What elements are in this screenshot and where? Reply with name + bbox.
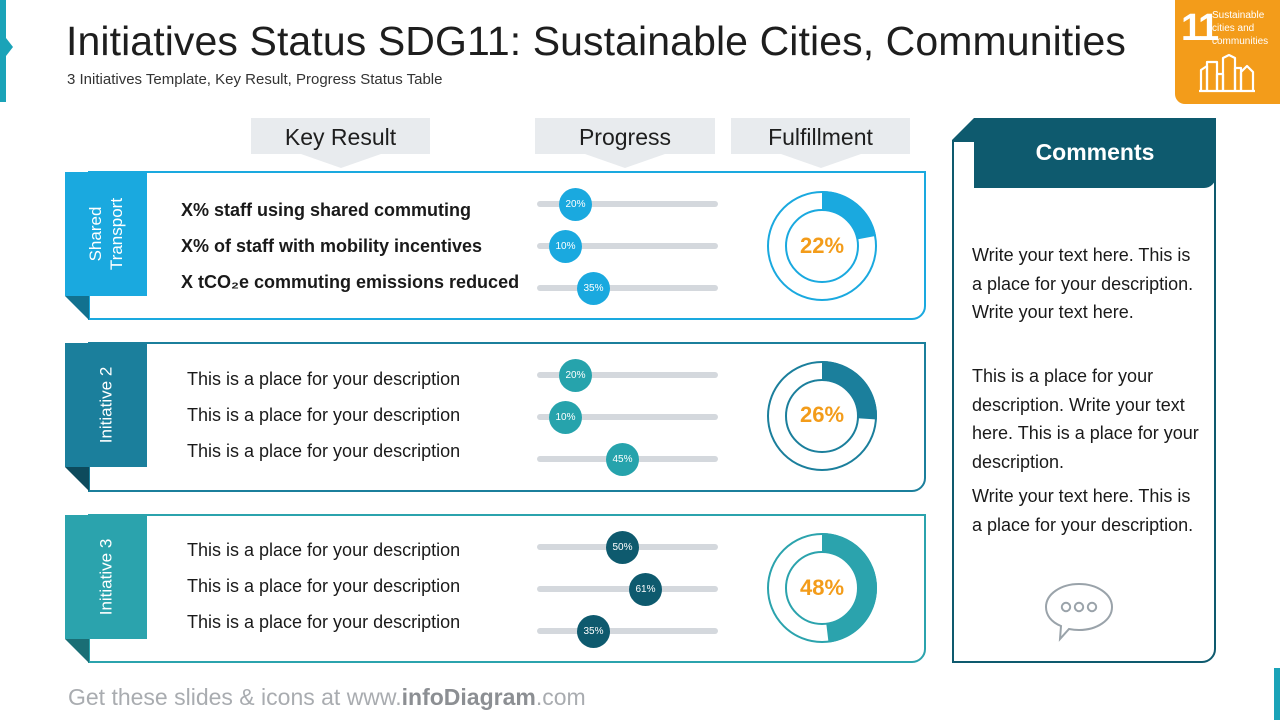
initiative-name: Initiative 3: [96, 538, 116, 616]
initiative-name: Initiative 2: [96, 366, 116, 444]
progress-knob: 35%: [577, 272, 610, 305]
tab-fold: [65, 467, 89, 491]
gauge-fill-arc: [767, 533, 877, 643]
fulfillment-gauge: [767, 191, 877, 301]
fulfillment-gauge: [767, 361, 877, 471]
city-buildings-icon: [1199, 54, 1255, 93]
key-result-text: This is a place for your description: [187, 405, 461, 425]
initiative-name-line: Transport: [107, 197, 126, 271]
progress-knob: 10%: [549, 230, 582, 263]
progress-knob: 50%: [606, 531, 639, 564]
gauge-fill-arc: [767, 191, 877, 301]
progress-track: [537, 628, 718, 634]
comment-paragraph: Write your text here. This is a place fo…: [972, 486, 1194, 535]
sdg-label-line: cities and: [1212, 23, 1255, 34]
key-result-text: This is a place for your description: [187, 576, 461, 596]
progress-knob: 61%: [629, 573, 662, 606]
key-result-text: X% of staff with mobility incentives: [181, 236, 483, 256]
progress-track: [537, 285, 718, 291]
progress-knob: 10%: [549, 401, 582, 434]
progress-track: [537, 414, 718, 420]
key-result-text: This is a place for your description: [187, 540, 461, 560]
fulfillment-gauge: [767, 533, 877, 643]
initiative-tab: Shared Transport: [65, 172, 147, 296]
progress-knob: 20%: [559, 188, 592, 221]
initiative-name-line: Shared: [86, 206, 105, 262]
key-result-text: This is a place for your description: [187, 441, 461, 461]
fulfillment-value: 48%: [799, 575, 845, 600]
footer-suffix: .com: [535, 684, 586, 710]
footer-credit: Get these slides & icons at www.infoDiag…: [68, 684, 586, 711]
key-result-text: This is a place for your description: [187, 369, 461, 389]
comment-paragraph: This is a place for your description. Wr…: [972, 366, 1199, 472]
footer-prefix: Get these slides & icons at www.: [68, 684, 402, 710]
column-header-progress: Progress: [535, 118, 715, 154]
tab-fold: [65, 639, 89, 663]
progress-track: [537, 586, 718, 592]
comments-title: Comments: [974, 118, 1216, 188]
column-header-fulfillment: Fulfillment: [731, 118, 910, 154]
sdg-number: 11: [1181, 7, 1219, 49]
initiative-name: Shared Transport: [85, 198, 127, 270]
progress-knob: 35%: [577, 615, 610, 648]
key-result-text: X tCO₂e commuting emissions reduced: [181, 272, 520, 292]
footer-brand: infoDiagram: [401, 684, 536, 710]
gauge-fill-arc: [767, 361, 877, 471]
chat-bubble-icon: [1044, 582, 1114, 642]
progress-knob: 45%: [606, 443, 639, 476]
tab-fold: [65, 296, 89, 320]
initiative-tab: Initiative 3: [65, 515, 147, 639]
sdg-label-line: Sustainable: [1212, 10, 1265, 21]
progress-track: [537, 243, 718, 249]
sdg-badge: 11 Sustainable cities and communities: [1175, 0, 1280, 104]
left-accent-bar: [0, 0, 13, 102]
key-result-text: This is a place for your description: [187, 612, 461, 632]
page-subtitle: 3 Initiatives Template, Key Result, Prog…: [67, 71, 443, 88]
sdg-label-line: communities: [1212, 36, 1269, 47]
fulfillment-value: 22%: [799, 233, 845, 258]
column-header-key-result: Key Result: [251, 118, 430, 154]
initiative-panel: [88, 514, 926, 663]
comment-paragraph: Write your text here. This is a place fo…: [972, 245, 1194, 322]
initiative-tab: Initiative 2: [65, 343, 147, 467]
key-result-text: X% staff using shared commuting: [181, 200, 472, 220]
comments-fold: [952, 118, 974, 140]
fulfillment-value: 26%: [799, 402, 845, 427]
progress-track: [537, 372, 718, 378]
right-accent-bar: [1274, 668, 1280, 720]
page-title: Initiatives Status SDG11: Sustainable Ci…: [66, 18, 1127, 64]
progress-track: [537, 201, 718, 207]
sdg-label: Sustainable cities and communities: [1212, 9, 1268, 48]
progress-knob: 20%: [559, 359, 592, 392]
